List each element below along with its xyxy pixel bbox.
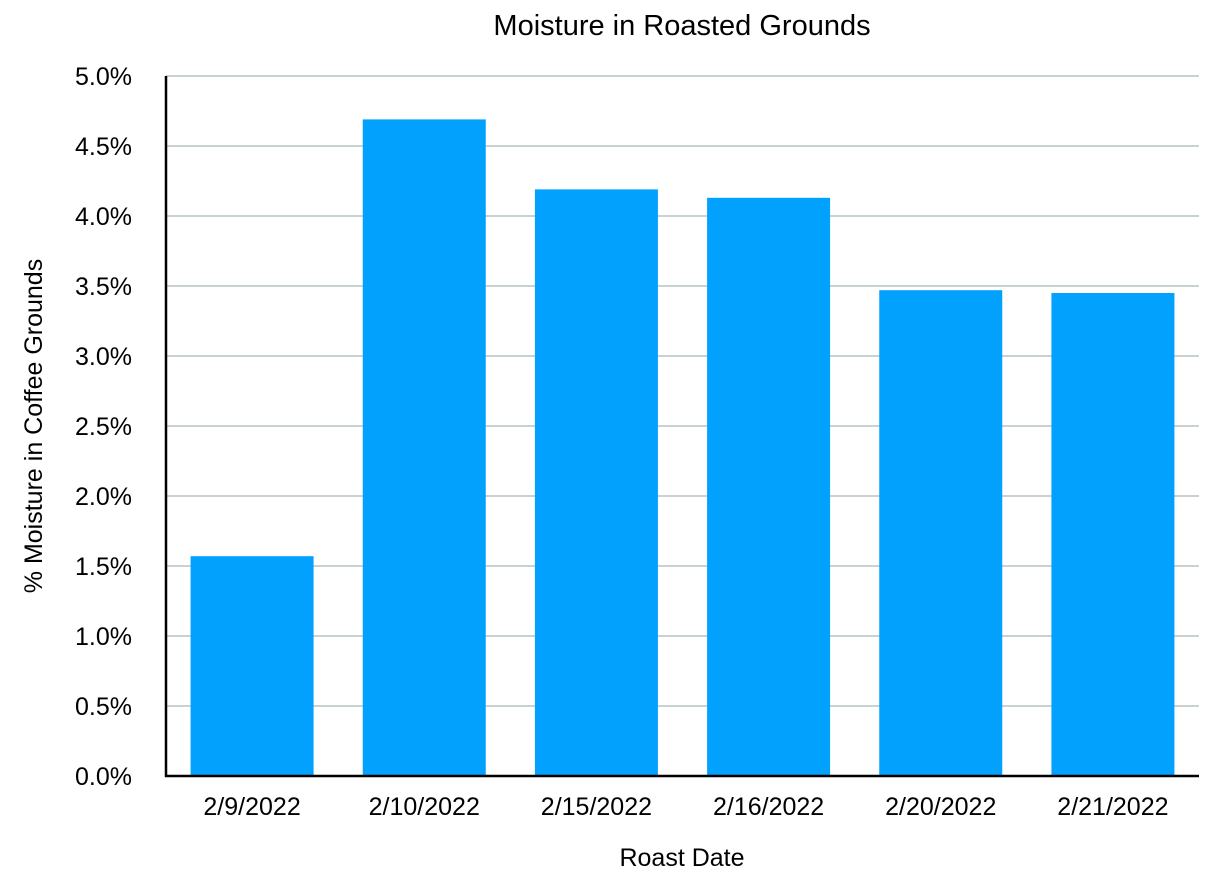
y-tick-label: 4.5% xyxy=(75,133,132,161)
y-tick-label: 2.0% xyxy=(75,483,132,511)
bar-2-10-2022 xyxy=(362,119,486,776)
y-tick-label: 3.0% xyxy=(75,343,132,371)
bars xyxy=(190,119,1175,777)
y-tick-label: 0.5% xyxy=(75,693,132,721)
x-tick-label: 2/10/2022 xyxy=(369,793,480,821)
y-axis-label: % Moisture in Coffee Grounds xyxy=(20,259,48,593)
axes xyxy=(164,76,1199,778)
x-tick-label: 2/20/2022 xyxy=(885,793,996,821)
y-tick-label: 0.0% xyxy=(75,763,132,791)
y-tick-label: 2.5% xyxy=(75,413,132,441)
x-tick-labels: 2/9/2022 2/10/2022 2/15/2022 2/16/2022 2/20/… xyxy=(203,793,1168,821)
y-tick-label: 1.5% xyxy=(75,553,132,581)
chart-title: Moisture in Roasted Grounds xyxy=(493,10,870,42)
bar-2-16-2022 xyxy=(707,197,831,777)
x-axis-label: Roast Date xyxy=(619,844,744,872)
y-tick-label: 3.5% xyxy=(75,273,132,301)
y-tick-label: 1.0% xyxy=(75,623,132,651)
x-tick-label: 2/15/2022 xyxy=(541,793,652,821)
x-tick-label: 2/16/2022 xyxy=(713,793,824,821)
x-tick-label: 2/21/2022 xyxy=(1057,793,1168,821)
y-tick-label: 5.0% xyxy=(75,63,132,91)
bar-2-21-2022 xyxy=(1051,293,1175,776)
bar-2-20-2022 xyxy=(879,290,1003,776)
y-tick-label: 4.0% xyxy=(75,203,132,231)
bar-2-15-2022 xyxy=(534,189,658,776)
y-tick-labels: 0.0% 0.5% 1.0% 1.5% 2.0% 2.5% 3.0% 3.5% 4.0% 4.5%… xyxy=(75,63,132,791)
bar-2-9-2022 xyxy=(190,556,314,776)
x-tick-label: 2/9/2022 xyxy=(203,793,300,821)
gridlines xyxy=(166,75,1199,707)
